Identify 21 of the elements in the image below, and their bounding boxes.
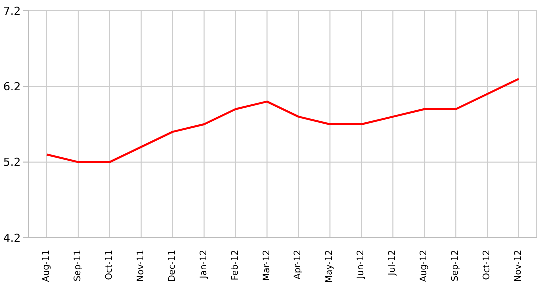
line-series <box>46 78 520 164</box>
x-tick-label: Oct-11 <box>104 250 115 280</box>
x-tick-label: Jun-12 <box>356 250 367 280</box>
x-tick-label: Sep-12 <box>451 250 462 282</box>
x-tick-label: Dec-11 <box>168 250 178 282</box>
x-tick-label: Oct-12 <box>482 250 493 280</box>
x-tick-label: Mar-12 <box>262 250 272 282</box>
x-tick-label: May-12 <box>325 250 336 284</box>
y-tick-label: 6.2 <box>4 80 21 94</box>
x-tick-label: Jan-12 <box>199 250 210 280</box>
x-tick-label: Jul-12 <box>388 250 398 277</box>
x-tick-label: Aug-12 <box>420 250 430 282</box>
y-tick-label: 7.2 <box>4 4 21 18</box>
x-tick-label: Nov-12 <box>514 250 524 282</box>
y-tick-label: 5.2 <box>4 156 21 170</box>
x-tick-label: Apr-12 <box>294 250 304 280</box>
x-tick-label: Feb-12 <box>230 250 241 281</box>
x-tick-label: Aug-11 <box>42 250 52 282</box>
x-tick-label: Sep-11 <box>73 250 84 282</box>
y-tick-label: 4.2 <box>4 232 21 245</box>
x-tick-label: Nov-11 <box>136 250 146 282</box>
